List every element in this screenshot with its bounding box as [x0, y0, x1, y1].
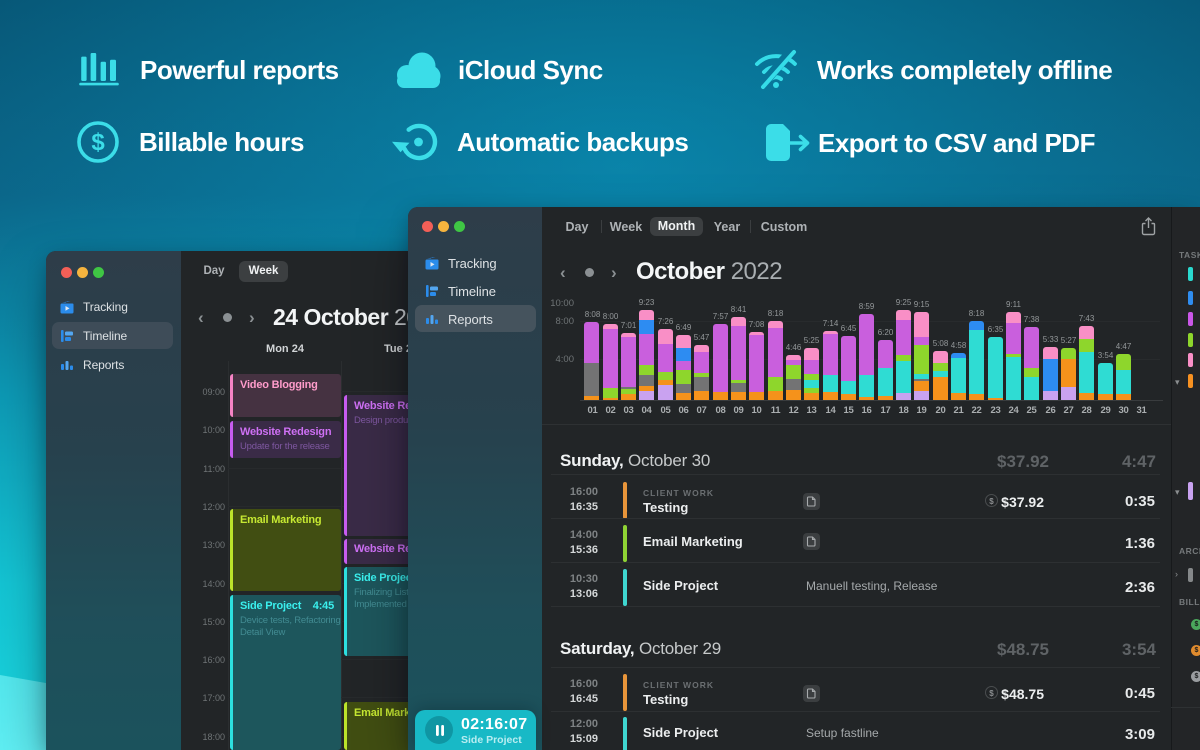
svg-text:$: $: [91, 129, 105, 156]
